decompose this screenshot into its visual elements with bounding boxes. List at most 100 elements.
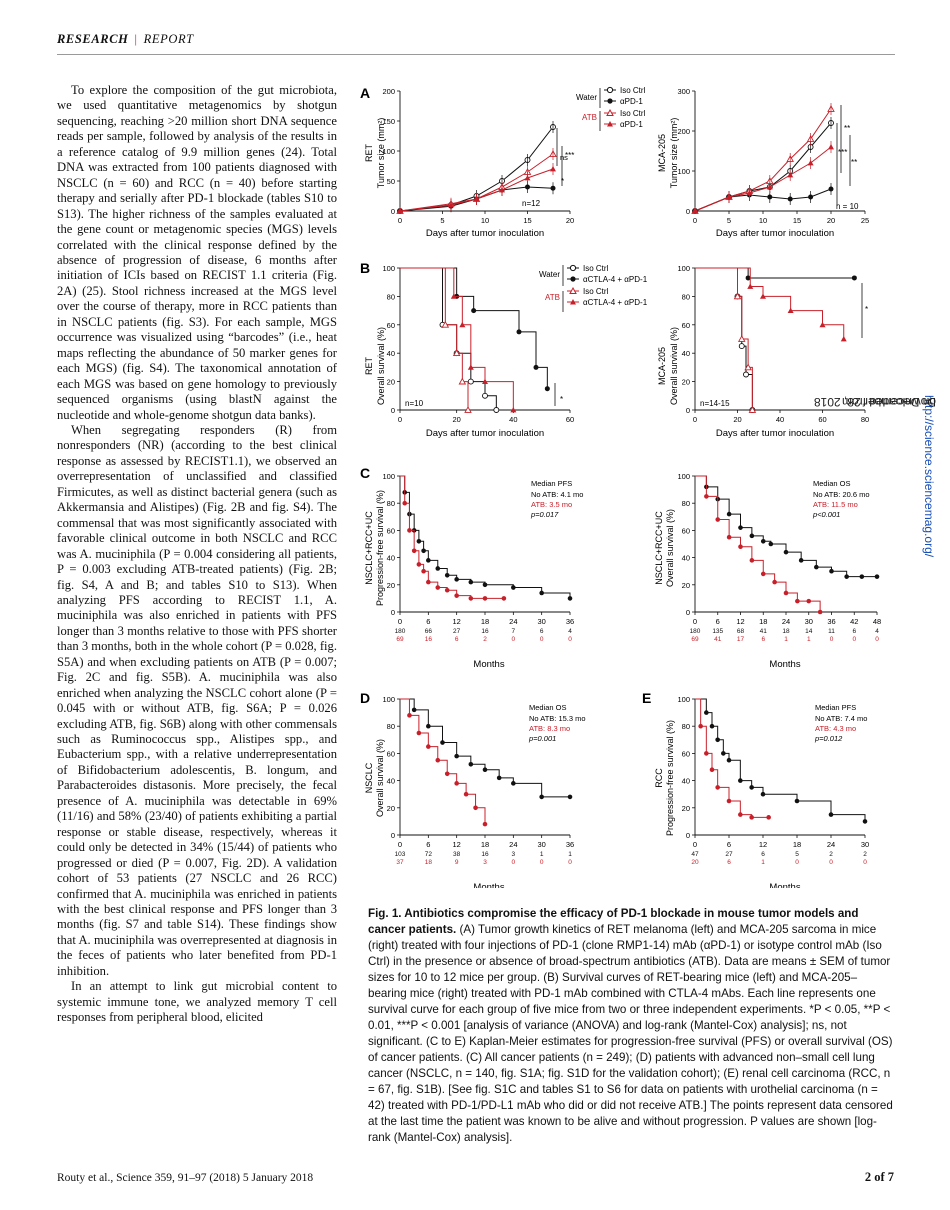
x-tick-label: 24 [509,617,517,626]
C-left-atb: ATB: 3.5 mo [531,500,572,509]
x-tick-label: 60 [818,415,826,424]
at-risk-number: 6 [727,859,731,866]
x-tick-label: 15 [523,216,531,225]
at-risk-number: 135 [712,628,723,635]
B-left-ylabel-1: RET [364,356,374,375]
censor-mark [440,740,445,745]
x-tick-label: 24 [827,840,835,849]
legend-atb: ATB [582,113,597,122]
censor-mark [726,534,732,540]
censor-mark [749,533,755,539]
at-risk-number: 3 [483,859,487,866]
at-risk-number: 0 [540,636,544,643]
E-xlabel: Months [769,882,800,888]
censor-mark [766,815,771,820]
x-tick-label: 6 [727,840,731,849]
B-right-ylabel-2: Overall survival (%) [669,327,679,405]
legend-marker-b-atb-combo [570,299,576,305]
B-significance: * * [554,283,868,406]
C-right-p: p<0.001 [812,510,840,519]
D-xlabel: Months [473,882,504,888]
censor-mark [416,730,422,736]
legend-water-b: Water [539,270,560,279]
y-tick-label: 80 [682,499,690,508]
legend-b-combo-2: αCTLA-4 + αPD-1 [583,298,648,307]
censor-mark [468,579,474,585]
censor-mark [709,767,715,773]
at-risk-number: 38 [453,851,461,858]
C-right-annotation: Median OS No ATB: 20.6 mo ATB: 11.5 mo p… [812,479,870,519]
censor-mark [738,812,743,817]
data-point [819,321,826,328]
y-tick-label: 0 [686,406,690,415]
at-risk-number: 47 [691,851,699,858]
y-tick-label: 100 [677,472,690,481]
y-tick-label: 20 [682,804,690,813]
censor-mark [435,585,441,590]
censor-mark [738,525,743,530]
censor-mark [817,609,823,615]
data-point [743,371,749,378]
at-risk-number: 1 [784,636,788,643]
panel-C-label: C [360,465,370,481]
download-link[interactable]: http://science.sciencemag.org/ [922,395,936,558]
legend-marker-b-atb-iso [569,286,577,294]
E-ylabel-2: Progression-free survival (%) [665,720,675,836]
data-point [482,378,488,384]
censor-mark [806,598,812,604]
at-risk-number: 1 [568,851,572,858]
at-risk-number: 17 [737,636,745,643]
censor-mark [783,590,789,596]
at-risk-number: 69 [691,636,699,643]
x-tick-label: 6 [716,617,720,626]
legend-iso-2: Iso Ctrl [620,109,646,118]
censor-mark [511,585,516,590]
x-tick-label: 0 [398,216,402,225]
data-point [482,392,488,399]
censor-mark [468,761,474,767]
B-right-n: n=14-15 [700,399,730,408]
data-point [760,293,766,299]
data-point [533,364,539,370]
censor-mark [416,562,422,567]
censor-mark [444,771,450,777]
data-point [840,336,847,342]
y-tick-label: 80 [682,722,690,731]
censor-mark [726,757,732,763]
A-left-significance: ns *** * [556,128,574,186]
panel-D-label: D [360,690,370,706]
C-left-p: p=0.017 [530,510,559,519]
B-left-ylabel-2: Overall survival (%) [376,327,386,405]
y-tick-label: 100 [677,695,690,704]
x-tick-label: 20 [452,415,460,424]
data-point [544,386,550,392]
body-paragraph-3: In an attempt to link gut microbial cont… [57,979,337,1025]
C-right-xlabel: Months [769,659,800,670]
at-risk-number: 69 [396,636,404,643]
E-atb: ATB: 4.3 mo [815,724,856,733]
x-tick-label: 20 [733,415,741,424]
D-median: Median OS [529,703,567,712]
x-tick-label: 18 [481,617,489,626]
at-risk-number: 103 [395,851,406,858]
A-left-ylabel-2: Tumor size (mm²) [376,118,386,189]
A-right-n: n = 10 [836,202,859,211]
y-tick-label: 40 [682,554,690,563]
y-tick-label: 60 [682,321,690,330]
panel-B-label: B [360,260,370,276]
censor-mark [704,751,709,756]
x-tick-label: 0 [693,216,697,225]
A-right-xlabel: Days after tumor inoculation [716,228,834,239]
at-risk-number: 7 [512,628,516,635]
y-tick-label: 20 [682,378,690,387]
series-line [695,267,845,339]
sig-ns: ns [560,153,568,162]
x-tick-label: 36 [827,617,835,626]
censor-mark [715,785,720,790]
censor-mark [567,794,573,800]
A-right-significance: ** *** ** [836,105,857,206]
E-ylabel-1: RCC [654,768,664,788]
D-p: p=0.001 [528,734,556,743]
legend-b-iso-1: Iso Ctrl [583,264,609,273]
